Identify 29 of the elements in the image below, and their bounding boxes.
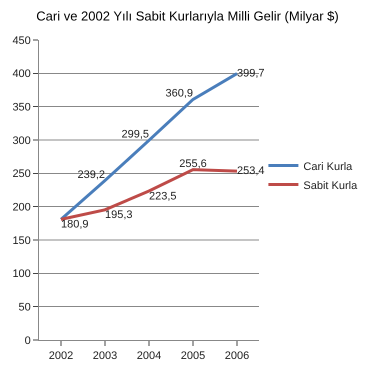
- legend-label: Cari Kurla: [303, 160, 354, 173]
- data-label: 253,4: [237, 164, 265, 177]
- data-label: 255,6: [179, 158, 207, 170]
- y-tick-label: 0: [24, 334, 31, 347]
- y-tick-label: 150: [12, 234, 31, 247]
- data-label: 180,9: [61, 218, 89, 231]
- line-series: [60, 168, 238, 221]
- chart-title: Cari ve 2002 Yılı Sabit Kurlarıyla Milli Gelir (Milyar $): [36, 8, 339, 24]
- y-tick-label: 200: [12, 202, 31, 214]
- legend-label: Sabit Kurla: [303, 180, 358, 192]
- data-label: 399,7: [237, 67, 265, 80]
- y-tick-label: 400: [12, 68, 31, 80]
- x-tick-label: 2003: [92, 350, 118, 362]
- x-tick-label: 2004: [136, 350, 162, 362]
- x-tick-label: 2005: [180, 350, 206, 362]
- data-label: 360,9: [165, 88, 193, 100]
- data-label: 239,2: [77, 168, 105, 181]
- x-tick-label: 2002: [48, 350, 74, 362]
- y-tick-label: 100: [12, 268, 31, 280]
- data-label: 195,3: [105, 209, 133, 222]
- y-tick-label: 50: [18, 302, 31, 314]
- y-tick-label: 350: [12, 102, 31, 114]
- data-label: 299,5: [121, 128, 149, 141]
- y-tick-label: 300: [12, 134, 31, 147]
- line-series: [60, 72, 238, 221]
- x-tick-label: 2006: [224, 350, 250, 362]
- data-label: 223,5: [149, 190, 177, 202]
- y-tick-label: 450: [12, 34, 31, 47]
- y-tick-label: 250: [12, 168, 31, 180]
